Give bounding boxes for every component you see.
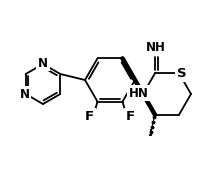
Text: iml: iml [168,49,170,50]
Text: HN: HN [129,87,149,99]
Text: NH: NH [146,41,166,54]
Text: F: F [85,110,94,123]
Text: N: N [20,88,30,100]
Text: N: N [38,56,48,70]
Text: F: F [126,110,135,123]
Polygon shape [121,58,155,115]
Text: S: S [177,67,187,80]
